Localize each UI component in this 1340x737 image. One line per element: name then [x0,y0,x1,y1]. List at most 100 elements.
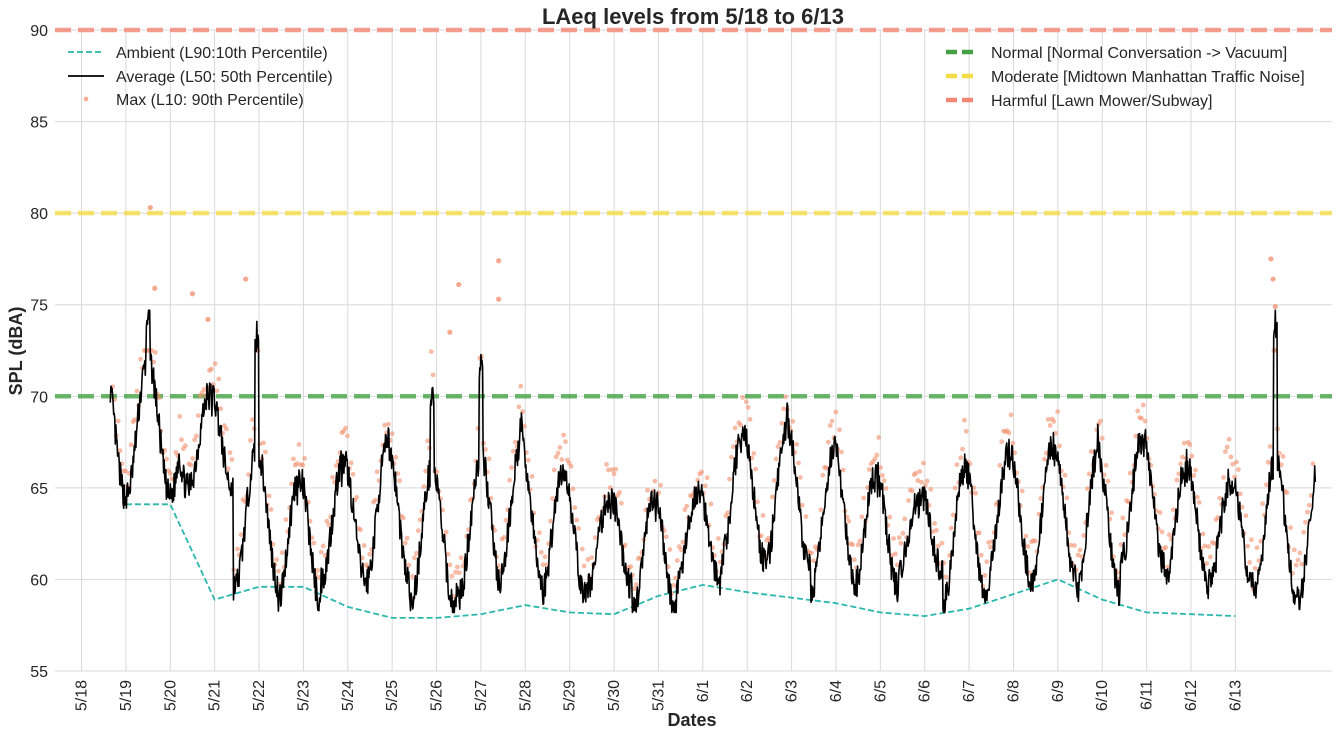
max-point [794,441,799,447]
max-point [708,501,714,507]
max-point [568,464,574,469]
y-tick-label: 70 [30,389,48,406]
max-point [225,466,231,472]
max-point [147,205,153,211]
max-point [525,457,531,463]
max-point [976,530,982,536]
max-point [777,440,783,445]
max-point [902,516,908,522]
ambient-line [125,503,1236,619]
max-point [243,276,249,282]
max-point [345,433,350,439]
max-point [803,514,809,519]
max-point [913,470,919,476]
x-tick-label: 6/4 [828,680,845,702]
x-tick-label: 6/7 [961,680,978,702]
max-point [950,512,956,518]
y-tick-labels: 55 60 65 70 75 80 85 90 [30,23,48,681]
y-tick-label: 85 [30,115,48,132]
max-point [400,515,406,521]
max-point [537,530,542,536]
max-point [311,540,317,546]
max-point [406,562,412,568]
max-point [773,456,779,462]
max-point [645,487,650,493]
average-line [109,309,1317,614]
max-point [279,550,285,555]
max-point [153,350,158,355]
max-point [939,540,945,546]
x-tick-label: 6/8 [1005,680,1022,702]
max-point [1280,454,1286,459]
max-point [417,517,423,523]
max-point [1051,419,1057,424]
legend-threshold-label: Normal [Normal Conversation -> Vacuum] [991,45,1287,62]
x-tick-labels: 5/18 5/19 5/20 5/21 5/22 5/23 5/24 5/25 5/26 5/27… [74,680,1245,711]
max-point [456,281,462,288]
max-point [1032,538,1038,544]
max-point [674,558,680,563]
max-point [1077,547,1083,553]
max-point [799,502,805,508]
max-point [1159,529,1165,535]
max-point [1221,475,1226,480]
x-tick-label: 5/22 [251,680,268,711]
max-point [214,388,220,394]
max-point [592,535,598,541]
x-tick-label: 5/21 [207,680,224,711]
max-point [177,414,183,419]
max-point [1245,543,1251,549]
max-point [509,465,514,470]
legend-ambient-label: Ambient (L90:10th Percentile) [116,45,328,62]
max-point [194,433,199,439]
max-point [266,493,272,499]
max-point [189,291,196,297]
max-point [179,437,184,443]
max-point [725,510,731,516]
max-point [1178,461,1183,467]
max-point [790,418,796,424]
max-point [389,431,395,437]
max-point [678,547,684,553]
max-point [604,462,609,467]
max-point [496,258,502,264]
x-tick-label: 6/2 [739,680,756,702]
max-point [915,478,921,483]
max-point [1247,560,1252,565]
max-point [1157,510,1163,515]
max-point [1072,543,1077,548]
max-point [1103,462,1109,468]
max-point [151,359,157,365]
max-point [906,498,911,503]
max-point [557,445,563,450]
max-point [393,454,399,460]
max-point [943,574,949,580]
max-point [883,486,889,491]
max-point [1226,436,1232,442]
max-point [164,456,170,462]
max-point [330,474,335,480]
max-point [919,479,924,485]
x-tick-label: 5/30 [606,680,623,711]
max-point [263,449,268,455]
x-tick-label: 5/19 [118,680,135,711]
max-point [1196,500,1202,505]
max-point [156,395,162,401]
max-point [900,530,906,536]
max-point [486,456,492,462]
max-point [781,406,786,412]
x-tick-label: 6/3 [784,680,801,702]
max-point [1239,504,1245,510]
max-point [652,478,658,484]
max-point [1010,440,1016,446]
threshold-lines [55,27,1332,399]
max-point [921,460,926,466]
y-tick-label: 55 [30,664,48,681]
max-point [212,361,218,367]
max-point [1068,542,1073,548]
max-point [195,413,201,418]
x-axis-title: Dates [667,710,716,730]
max-point [758,533,764,538]
max-point [770,494,775,500]
